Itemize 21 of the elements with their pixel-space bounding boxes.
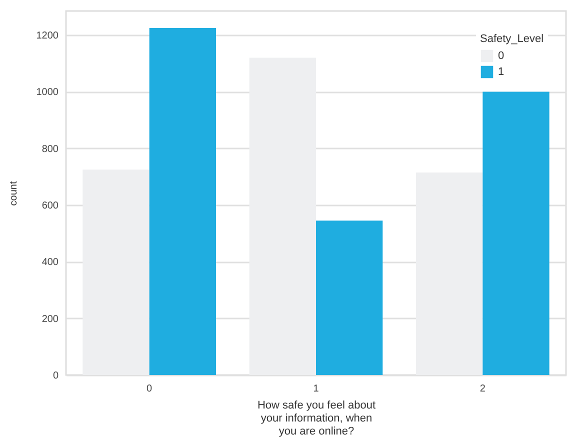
legend-title: Safety_Level xyxy=(480,33,544,45)
legend-label: 0 xyxy=(498,50,504,62)
bar xyxy=(316,220,383,375)
x-tick-label: 1 xyxy=(313,384,320,394)
y-tick-label: 200 xyxy=(42,314,59,325)
x-tick-label: 0 xyxy=(146,384,153,394)
y-tick-label: 800 xyxy=(42,144,59,155)
y-tick-label: 600 xyxy=(42,200,59,212)
bar xyxy=(249,58,316,375)
bar xyxy=(82,170,150,375)
x-axis-title: How safe you feel about your information, when you are online? xyxy=(257,400,376,438)
bar xyxy=(482,92,550,375)
x-tick-label: 2 xyxy=(480,384,486,394)
y-tick-label: 400 xyxy=(42,257,59,268)
y-tick-label: 1200 xyxy=(36,30,59,42)
y-tick-label: 1000 xyxy=(36,87,59,98)
y-axis-title: count xyxy=(8,181,20,206)
legend-label: 1 xyxy=(498,66,504,78)
bar xyxy=(149,28,216,375)
y-tick-label: 0 xyxy=(52,370,59,382)
bar xyxy=(416,172,483,375)
